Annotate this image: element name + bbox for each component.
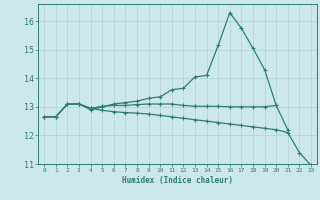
X-axis label: Humidex (Indice chaleur): Humidex (Indice chaleur) — [122, 176, 233, 185]
